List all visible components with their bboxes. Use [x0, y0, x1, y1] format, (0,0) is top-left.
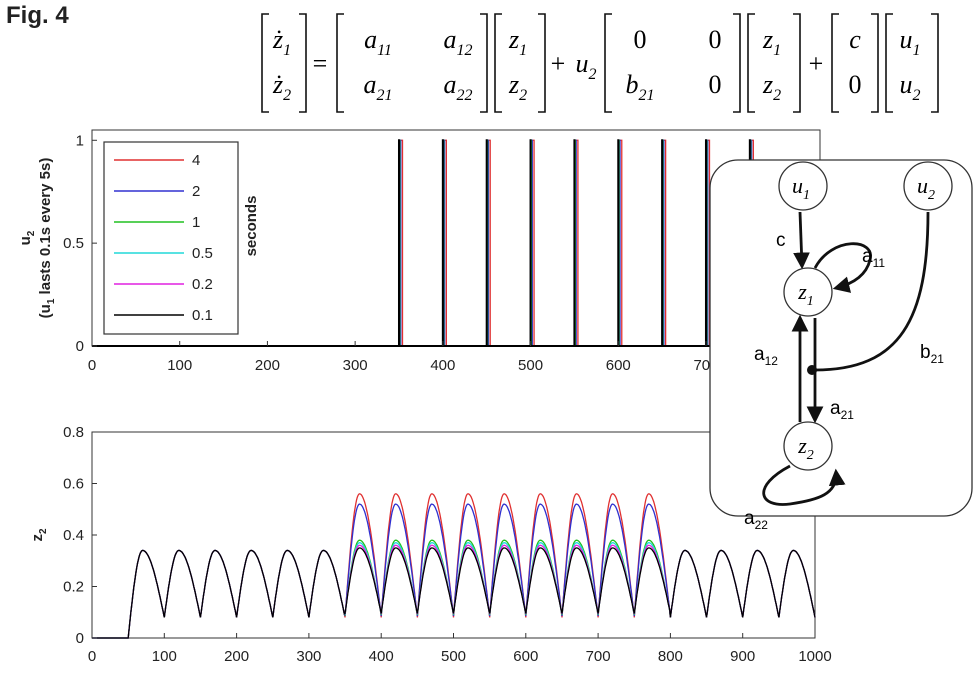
z2-response-plot: 0 100 200 300 400 500 600 700 800 900 1000 0 0.2 0.4 0… — [29, 424, 832, 665]
y-tick-label: 0.8 — [63, 424, 84, 441]
x-tick-label: 300 — [296, 648, 321, 665]
x-tick-label: 500 — [441, 648, 466, 665]
plus-sign: + — [551, 49, 566, 78]
legend-label-2: 2 — [192, 183, 200, 200]
y-tick-label: 0.5 — [63, 235, 84, 252]
u2-pulse-plot: 0 100 200 300 400 500 600 700 800 0 0.5 1 u2(u1 last… — [17, 129, 821, 374]
matrix-bracket-left — [336, 13, 344, 113]
figure-label: Fig. 4 — [6, 2, 69, 29]
x-tick-label: 800 — [658, 648, 683, 665]
matrix-bracket-left — [885, 13, 893, 113]
x-tick-label: 100 — [167, 357, 192, 374]
legend-label-0.1: 0.1 — [192, 307, 213, 324]
x-tick-label: 200 — [255, 357, 280, 374]
plot-frame — [91, 431, 816, 639]
z2-entry-2: z2 — [762, 70, 781, 104]
x-tick-label: 700 — [693, 357, 718, 374]
lhs-z1dot: ż1 — [272, 25, 291, 59]
x-tick-label: 400 — [430, 357, 455, 374]
x-tick-label: 700 — [586, 648, 611, 665]
a22-entry: a22 — [444, 70, 473, 104]
y-tick-label: 0.2 — [63, 579, 84, 596]
u2-coefficient: u2 — [576, 49, 597, 83]
legend-label-0.5: 0.5 — [192, 245, 213, 262]
matrix-bracket-left — [494, 13, 502, 113]
x-tick-label: 600 — [513, 648, 538, 665]
series-line-0.1 — [92, 139, 820, 347]
x-tick-label: 100 — [152, 648, 177, 665]
a11-entry: a11 — [364, 25, 392, 59]
x-tick-label: 1000 — [798, 648, 831, 665]
x-tick-label: 500 — [518, 357, 543, 374]
legend-label-0.2: 0.2 — [192, 276, 213, 293]
b21-entry: b21 — [626, 70, 655, 104]
b-entry-00: 0 — [634, 25, 647, 54]
figure: Fig. 4 ż1 ż2 = a11 a12 a21 a22 z1 z2 + u2 0 0 b21 0 z1 z… — [6, 2, 973, 665]
y-tick-label: 1 — [76, 132, 84, 149]
state-equation: ż1 ż2 = a11 a12 a21 a22 z1 z2 + u2 0 0 b21 0 z1 z2 + c 0 u1 u… — [261, 13, 939, 113]
x-tick-label: 900 — [730, 648, 755, 665]
x-tick-label: 300 — [343, 357, 368, 374]
y-tick-label: 0.4 — [63, 527, 84, 544]
x-tick-label: 800 — [781, 357, 806, 374]
z2-entry: z2 — [508, 70, 527, 104]
x-tick-label: 0 — [88, 648, 96, 665]
y-axis-label-line2: (u1 lasts 0.1s every 5s) — [37, 158, 57, 319]
matrix-bracket-left — [747, 13, 755, 113]
matrix-bracket-right — [733, 13, 741, 113]
x-tick-label: 0 — [88, 357, 96, 374]
a21-entry: a21 — [364, 70, 393, 104]
matrix-bracket-right — [538, 13, 546, 113]
matrix-bracket-right — [480, 13, 488, 113]
x-tick-label: 600 — [606, 357, 631, 374]
z1-entry: z1 — [508, 25, 527, 59]
z1-entry-2: z1 — [762, 25, 781, 59]
matrix-bracket-left — [831, 13, 839, 113]
legend-title: seconds — [243, 196, 260, 257]
legend-box — [103, 141, 239, 335]
a12-entry: a12 — [444, 25, 473, 59]
y-tick-label: 0 — [76, 630, 84, 647]
matrix-bracket-left — [261, 13, 269, 113]
matrix-bracket-right — [299, 13, 307, 113]
plus-sign-2: + — [809, 49, 824, 78]
matrix-bracket-left — [604, 13, 612, 113]
series-line-0.1 — [92, 547, 816, 639]
b-entry-01: 0 — [709, 25, 722, 54]
c-entry: c — [849, 25, 861, 54]
legend-label-1: 1 — [192, 214, 200, 231]
equals-sign: = — [313, 49, 328, 78]
legend-label-4: 4 — [192, 152, 200, 169]
matrix-bracket-right — [793, 13, 801, 113]
y-axis-label: z2 — [29, 528, 49, 542]
b-entry-11: 0 — [709, 70, 722, 99]
u1-entry: u1 — [900, 25, 921, 59]
u2-entry: u2 — [900, 70, 921, 104]
x-tick-label: 400 — [369, 648, 394, 665]
matrix-bracket-right — [931, 13, 939, 113]
y-axis-label: u2 — [17, 230, 37, 245]
c-zero-entry: 0 — [849, 70, 862, 99]
x-tick-label: 200 — [224, 648, 249, 665]
y-tick-label: 0.6 — [63, 476, 84, 493]
lhs-z2dot: ż2 — [272, 70, 291, 104]
matrix-bracket-right — [871, 13, 879, 113]
y-tick-label: 0 — [76, 338, 84, 355]
